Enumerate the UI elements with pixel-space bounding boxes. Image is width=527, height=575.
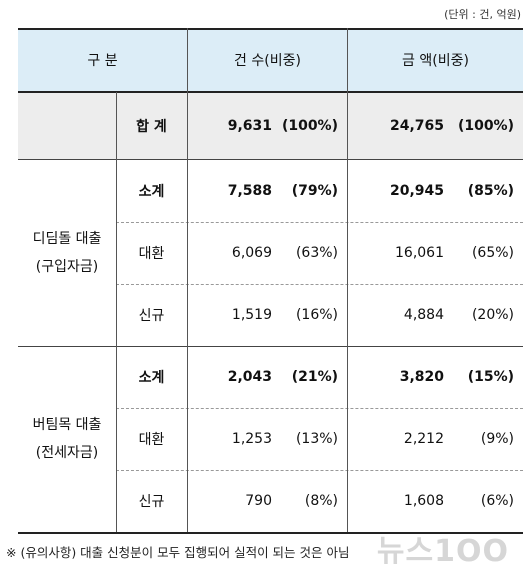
total-row-background (18, 92, 523, 160)
g1-row3-amount: 4,884 (403, 307, 444, 323)
total-count: 9,631 (227, 118, 272, 134)
rule-group2-r2 (116, 470, 523, 471)
g2-row3-amount: 1,608 (403, 493, 444, 509)
g2-row3-amount-share: (6%) (480, 493, 514, 509)
g2-row1-amount: 3,820 (399, 369, 444, 385)
g1-row3-count-share: (16%) (295, 307, 338, 323)
g2-row3-label: 신규 (138, 494, 165, 510)
g2-row1-label: 소계 (138, 370, 165, 386)
g1-row2-label: 대환 (138, 246, 165, 262)
g2-row3-count-share: (8%) (304, 493, 338, 509)
g1-row1-amount-share: (85%) (467, 183, 514, 199)
group-1-title: 디딤돌 대출 (구입자금) (18, 160, 116, 346)
g1-row3-label: 신규 (138, 308, 165, 324)
rule-group1-r2 (116, 284, 523, 285)
g1-row2-count: 6,069 (231, 245, 272, 261)
g2-row2-amount: 2,212 (403, 431, 444, 447)
g1-row3-count: 1,519 (231, 307, 272, 323)
g2-row2-count: 1,253 (231, 431, 272, 447)
footnote: ※ (유의사항) 대출 신청분이 모두 집행되어 실적이 되는 것은 아님 (6, 545, 350, 560)
header-count: 건 수(비중) (234, 53, 301, 69)
rule-col-count (187, 28, 188, 532)
rule-header-bottom (18, 91, 523, 93)
total-count-share: (100%) (281, 118, 338, 134)
g2-row1-count-share: (21%) (291, 369, 338, 385)
group-2-sub: (전세자금) (35, 445, 99, 461)
g1-row2-count-share: (63%) (295, 245, 338, 261)
rule-group-divider (18, 346, 523, 347)
g1-row1-label: 소계 (138, 184, 165, 200)
g2-row2-count-share: (13%) (295, 431, 338, 447)
rule-group2-r1 (116, 408, 523, 409)
g1-row2-amount-share: (65%) (471, 245, 514, 261)
g1-row1-count-share: (79%) (291, 183, 338, 199)
watermark: 뉴스1OO (376, 534, 509, 569)
header-division: 구 분 (87, 53, 118, 69)
g1-row3-amount-share: (20%) (471, 307, 514, 323)
g2-row1-count: 2,043 (227, 369, 272, 385)
header-amount: 금 액(비중) (402, 53, 469, 69)
total-label: 합 계 (136, 119, 167, 135)
g1-row1-amount: 20,945 (389, 183, 444, 199)
group-2-name: 버팀목 대출 (32, 417, 102, 433)
g2-row1-amount-share: (15%) (467, 369, 514, 385)
group-1-sub: (구입자금) (35, 259, 99, 275)
rule-col-amount (347, 28, 348, 532)
group-2-title: 버팀목 대출 (전세자금) (18, 346, 116, 532)
rule-bottom (18, 532, 523, 534)
rule-top (18, 28, 523, 30)
rule-total-bottom (18, 159, 523, 160)
group-1-name: 디딤돌 대출 (32, 231, 102, 247)
rule-col-label (116, 92, 117, 532)
rule-group1-r1 (116, 222, 523, 223)
unit-note: (단위 : 건, 억원) (444, 8, 521, 21)
header-background (18, 28, 523, 92)
g2-row2-amount-share: (9%) (480, 431, 514, 447)
g1-row1-count: 7,588 (227, 183, 272, 199)
total-amount: 24,765 (389, 118, 444, 134)
total-amount-share: (100%) (457, 118, 514, 134)
g2-row2-label: 대환 (138, 432, 165, 448)
g1-row2-amount: 16,061 (395, 245, 444, 261)
g2-row3-count: 790 (245, 493, 272, 509)
